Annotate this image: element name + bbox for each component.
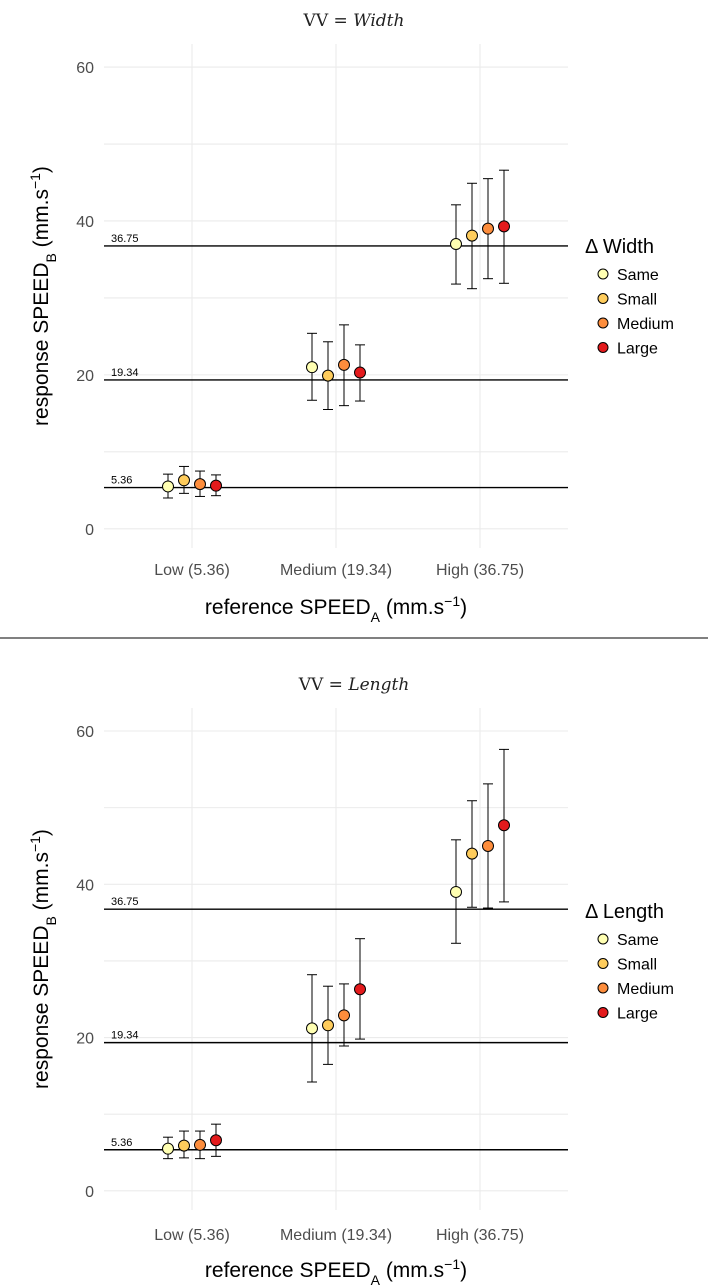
x-axis-title-close: ) xyxy=(460,1259,467,1282)
data-point-same xyxy=(450,885,462,898)
y-axis-title-main: response SPEED xyxy=(30,926,53,1089)
legend-label-same: Same xyxy=(617,932,659,949)
legend-key-medium xyxy=(597,982,609,994)
data-point-small xyxy=(322,369,334,382)
legend-label-medium: Medium xyxy=(617,981,674,998)
reference-line-label: 36.75 xyxy=(111,896,139,908)
chart-title: VV = Length xyxy=(298,675,410,695)
x-tick-label: Low (5.36) xyxy=(154,562,230,579)
legend-key-large xyxy=(597,342,609,353)
reference-line-label: 5.36 xyxy=(111,1137,132,1149)
data-point-large xyxy=(354,983,366,996)
x-axis-title-close: ) xyxy=(460,596,467,619)
x-tick-label: Medium (19.34) xyxy=(280,562,392,579)
y-tick-label: 0 xyxy=(85,1184,94,1201)
reference-line-label: 19.34 xyxy=(111,367,139,379)
x-axis-title-subscript: A xyxy=(371,609,381,625)
data-point-medium xyxy=(194,1138,206,1151)
reference-line-label: 36.75 xyxy=(111,233,139,245)
y-tick-label: 40 xyxy=(76,877,94,894)
y-axis-title-close: ) xyxy=(30,166,53,173)
legend-label-large: Large xyxy=(617,1006,658,1023)
y-axis-title-unit: (mm.s xyxy=(30,189,53,253)
legend-key-same xyxy=(597,933,609,945)
legend-label-large: Large xyxy=(617,341,658,358)
chart-panel-2: VV = Length 0 20 40 60 Low (5.36) Medium (19.3… xyxy=(27,675,674,1288)
chart-title-variable: Length xyxy=(347,675,409,695)
legend-title: Δ Length xyxy=(585,901,664,923)
x-axis-title-unit: (mm.s xyxy=(380,1259,444,1282)
x-axis-title: reference SPEEDA (mm.s−1) xyxy=(205,1256,467,1288)
data-point-medium xyxy=(194,478,206,491)
y-tick-label: 60 xyxy=(76,60,94,77)
x-axis-title-superscript: −1 xyxy=(444,593,460,609)
y-axis-title-main: response SPEED xyxy=(30,263,53,426)
legend-key-same xyxy=(597,268,609,280)
data-point-medium xyxy=(482,839,494,852)
data-point-medium xyxy=(482,222,494,235)
data-point-large xyxy=(498,220,510,233)
data-point-small xyxy=(466,229,478,242)
chart-title-prefix: VV = xyxy=(303,11,354,31)
y-axis-title: response SPEEDB (mm.s−1) xyxy=(27,829,59,1089)
data-point-same xyxy=(306,1022,318,1035)
legend-label-medium: Medium xyxy=(617,316,674,333)
y-tick-label: 20 xyxy=(76,368,94,385)
x-tick-label: Medium (19.34) xyxy=(280,1227,392,1244)
y-axis-title: response SPEEDB (mm.s−1) xyxy=(27,166,59,426)
data-point-medium xyxy=(338,358,350,371)
data-point-large xyxy=(210,479,222,492)
legend: Δ Width Same Small Medium Large xyxy=(585,236,674,358)
chart-panel-1: VV = Width 0 20 40 60 Low (5.36) Medium (19.34… xyxy=(27,11,674,625)
data-point-small xyxy=(178,474,190,487)
legend: Δ Length Same Small Medium Large xyxy=(585,901,674,1023)
x-tick-label: Low (5.36) xyxy=(154,1227,230,1244)
legend-key-small xyxy=(597,293,609,304)
y-axis-title-superscript: −1 xyxy=(27,836,43,852)
legend-key-large xyxy=(597,1007,609,1018)
y-tick-label: 40 xyxy=(76,214,94,231)
x-axis-title-subscript: A xyxy=(371,1272,381,1288)
y-axis-title-superscript: −1 xyxy=(27,173,43,189)
legend-label-small: Small xyxy=(617,957,657,974)
reference-line-label: 19.34 xyxy=(111,1030,139,1042)
legend-title: Δ Width xyxy=(585,236,654,258)
y-tick-label: 0 xyxy=(85,522,94,539)
x-axis-title-main: reference SPEED xyxy=(205,596,371,619)
chart-title-variable: Width xyxy=(353,11,404,31)
data-point-large xyxy=(210,1134,222,1147)
y-axis-title-close: ) xyxy=(30,829,53,836)
x-tick-label: High (36.75) xyxy=(436,562,524,579)
x-axis-title: reference SPEEDA (mm.s−1) xyxy=(205,593,467,625)
data-point-large xyxy=(498,819,510,832)
y-tick-label: 20 xyxy=(76,1031,94,1048)
data-point-same xyxy=(162,480,174,493)
data-point-medium xyxy=(338,1009,350,1022)
y-axis-title-subscript: B xyxy=(43,916,59,925)
legend-label-small: Small xyxy=(617,292,657,309)
legend-key-small xyxy=(597,958,609,969)
data-point-same xyxy=(306,361,318,374)
data-point-large xyxy=(354,366,366,379)
x-tick-label: High (36.75) xyxy=(436,1227,524,1244)
legend-key-medium xyxy=(597,317,609,329)
chart-title: VV = Width xyxy=(303,11,405,31)
x-axis-title-unit: (mm.s xyxy=(380,596,444,619)
y-axis-title-subscript: B xyxy=(43,253,59,262)
reference-line-label: 5.36 xyxy=(111,475,132,487)
data-point-same xyxy=(162,1142,174,1155)
x-axis-title-main: reference SPEED xyxy=(205,1259,371,1282)
data-point-same xyxy=(450,238,462,251)
x-axis-title-superscript: −1 xyxy=(444,1256,460,1272)
data-point-small xyxy=(466,847,478,860)
y-tick-label: 60 xyxy=(76,724,94,741)
data-point-small xyxy=(322,1019,334,1032)
y-axis-title-unit: (mm.s xyxy=(30,852,53,916)
legend-label-same: Same xyxy=(617,267,659,284)
data-point-small xyxy=(178,1139,190,1152)
chart-title-prefix: VV = xyxy=(298,675,349,695)
